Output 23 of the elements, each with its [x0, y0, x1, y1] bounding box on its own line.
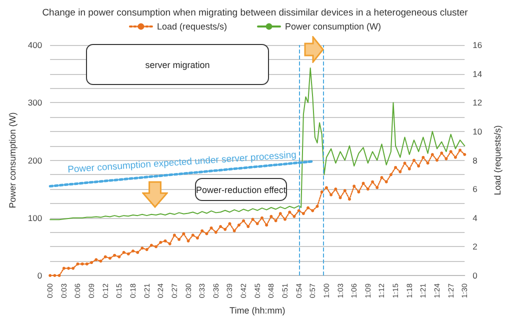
x-axis-title: Time (hh:mm) [230, 306, 286, 316]
legend-label: Power consumption (W) [285, 22, 382, 32]
speech-bubble: server migration [86, 44, 269, 85]
y2-tick-label: 6 [472, 184, 478, 194]
chart-title: Change in power consumption when migrating between dissimilar devices in a heterogeneous cluster [42, 8, 468, 18]
y2-tick-label: 8 [472, 155, 478, 166]
y2-tick-label: 12 [472, 98, 482, 108]
y-axis-title: Power consumption (W) [8, 112, 18, 208]
y2-tick-label: 0 [472, 270, 478, 281]
y-tick-label: 100 [28, 212, 42, 223]
y2-tick-label: 10 [472, 126, 482, 136]
y-tick-label: 0 [37, 270, 42, 281]
y2-tick-label: 2 [472, 242, 478, 252]
y-tick-label: 200 [28, 155, 42, 166]
y-tick-label: 400 [28, 40, 42, 50]
annotation: Power consumption expected under server processing [67, 150, 297, 176]
speech-bubble: Power-reduction effect [195, 178, 287, 201]
y-tick-label: 300 [28, 98, 42, 108]
legend-label: Load (requests/s) [156, 22, 228, 32]
y2-axis-title: Load (requests/s) [492, 125, 502, 196]
y2-tick-label: 4 [472, 212, 478, 223]
y2-tick-label: 14 [472, 68, 482, 79]
y2-tick-label: 16 [472, 40, 482, 50]
